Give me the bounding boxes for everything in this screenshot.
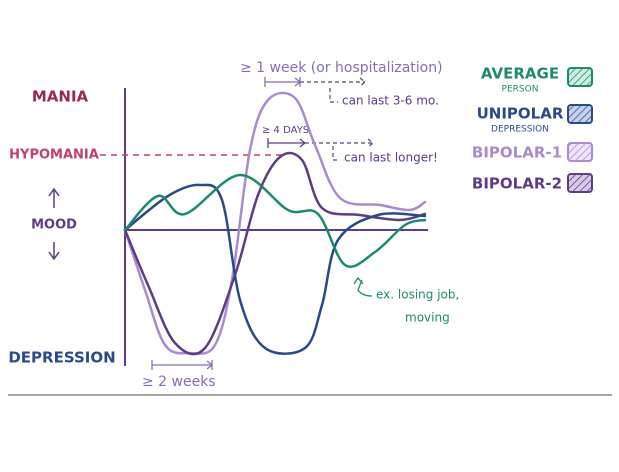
mood-label: MOOD: [31, 218, 77, 233]
legend-swatch: [567, 142, 593, 162]
trigger-text: ex. losing job,: [376, 288, 459, 302]
legend-swatch: [567, 67, 593, 87]
hypomania-label: HYPOMANIA: [9, 148, 99, 163]
legend-sublabel: DEPRESSION: [491, 125, 549, 135]
bipolar1-extent: can last 3-6 mo.: [342, 94, 439, 108]
extent-arrow: [305, 138, 374, 161]
bipolar1-duration: ≥ 1 week (or hospitalization): [240, 60, 443, 76]
mood-curve: [123, 183, 427, 355]
bracket: [151, 360, 214, 370]
bipolar2-duration: ≥ 4 DAYS: [262, 125, 309, 136]
trigger-text: moving: [405, 311, 450, 325]
legend-label: BIPOLAR-1: [472, 144, 562, 162]
mood-curve: [123, 91, 427, 355]
legend-swatch: [567, 104, 593, 124]
trigger-hook: [353, 276, 373, 297]
extent-arrow: [300, 77, 366, 103]
mood-curve: [123, 173, 427, 268]
legend-label: UNIPOLAR: [477, 105, 564, 123]
legend-label: AVERAGE: [481, 65, 559, 83]
legend-label: BIPOLAR-2: [472, 175, 562, 193]
mood-arrows: [48, 187, 60, 261]
legend-sublabel: PERSON: [502, 85, 539, 95]
bracket: [264, 77, 302, 87]
mood-curve: [123, 151, 427, 356]
legend: AVERAGE PERSON UNIPOLAR DEPRESSION BIPOL…: [472, 65, 593, 193]
bracket: [267, 138, 307, 148]
mania-label: MANIA: [32, 88, 89, 106]
depression-label: DEPRESSION: [8, 349, 115, 367]
bipolar2-extent: can last longer!: [344, 151, 438, 165]
legend-swatch: [567, 173, 593, 193]
depression-duration: ≥ 2 weeks: [142, 374, 216, 390]
